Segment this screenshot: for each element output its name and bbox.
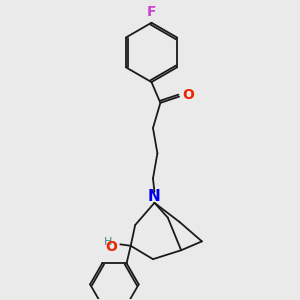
Text: F: F — [147, 5, 156, 19]
Text: O: O — [106, 240, 117, 254]
Text: O: O — [183, 88, 194, 102]
Text: H: H — [104, 237, 112, 247]
Text: N: N — [148, 189, 161, 204]
